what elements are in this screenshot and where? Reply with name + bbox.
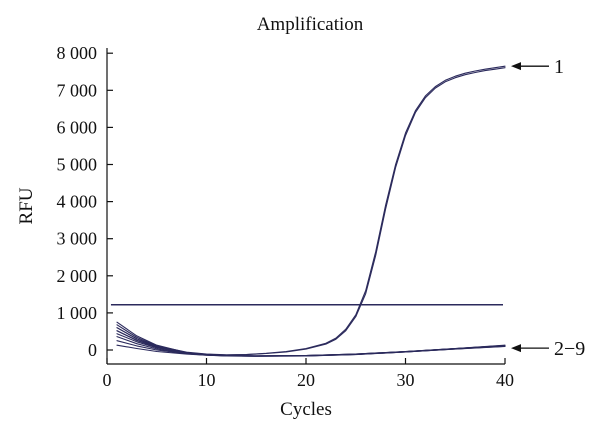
x-tick-label: 20: [297, 370, 315, 390]
x-axis-ticks: 0 10 20 30 40: [103, 358, 514, 390]
x-tick-label: 0: [103, 370, 112, 390]
series-group: [116, 65, 506, 357]
x-tick-label: 10: [198, 370, 216, 390]
annotation-arrow-head: [511, 62, 521, 71]
y-tick-label: 5 000: [57, 155, 98, 175]
y-tick-label: 0: [88, 340, 97, 360]
series-line-group-1: [116, 67, 506, 356]
annotation-label: 2−9: [554, 338, 585, 360]
y-tick-label: 4 000: [57, 192, 98, 212]
annotations: 1 2−9: [511, 56, 585, 360]
y-tick-label: 8 000: [57, 43, 98, 63]
y-tick-label: 1 000: [57, 303, 98, 323]
series-line-group-1: [116, 65, 506, 356]
x-axis-label: Cycles: [280, 399, 332, 420]
y-tick-label: 3 000: [57, 229, 98, 249]
series-line-group-2-9: [116, 344, 506, 357]
y-tick-label: 6 000: [57, 117, 98, 137]
y-tick-label: 2 000: [57, 266, 98, 286]
annotation-label: 1: [554, 56, 564, 78]
y-axis-ticks: 0 1 000 2 000 3 000 4 000 5 000 6 000 7 000 8 00…: [57, 43, 113, 360]
annotation-arrow-head: [511, 344, 521, 353]
y-tick-label: 7 000: [57, 80, 98, 100]
chart-title: Amplification: [257, 14, 364, 35]
y-axis-label: RFU: [16, 187, 37, 224]
x-tick-label: 30: [397, 370, 415, 390]
x-tick-label: 40: [496, 370, 514, 390]
